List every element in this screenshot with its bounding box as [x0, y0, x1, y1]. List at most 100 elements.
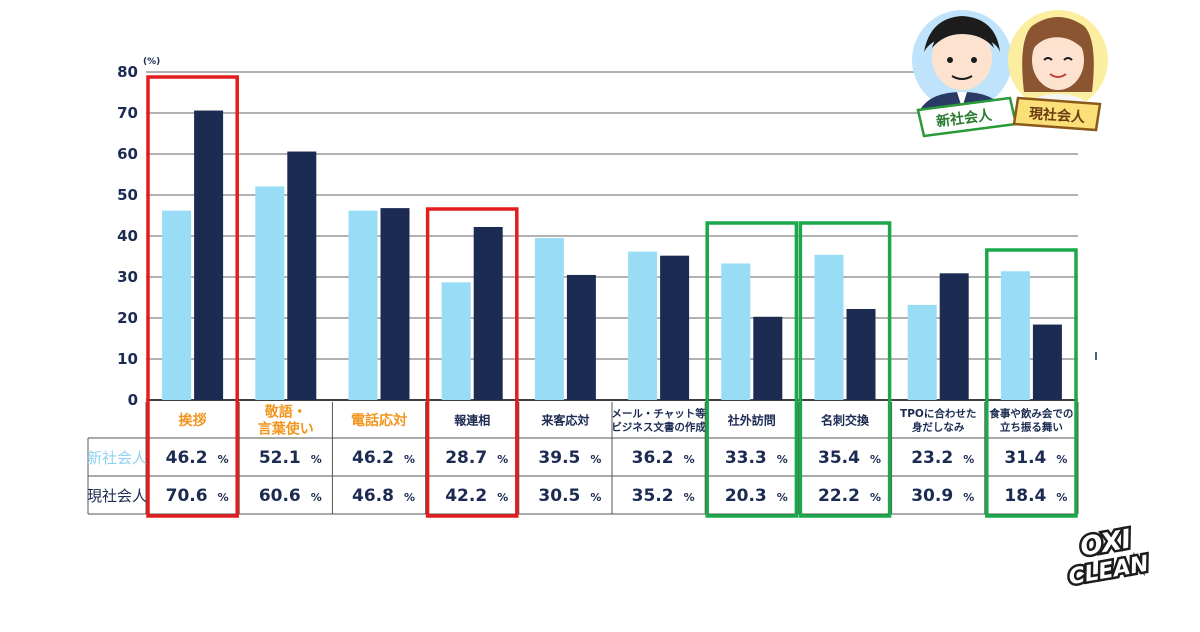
highlight-boxes	[146, 75, 1078, 518]
cell-current-worker: 46.8	[352, 486, 394, 506]
category-label: 名刺交換	[821, 412, 870, 427]
y-tick-label: 70	[117, 104, 138, 122]
cell-percent-sign: %	[497, 453, 508, 466]
bar-new-worker	[721, 263, 751, 400]
bars	[162, 110, 1062, 400]
cell-percent-sign: %	[590, 491, 601, 504]
cell-new-worker: 31.4	[1004, 448, 1046, 468]
category-label: メール・チャット等	[611, 407, 706, 420]
bar-new-worker	[441, 282, 471, 400]
cell-percent-sign: %	[684, 453, 695, 466]
cell-percent-sign: %	[497, 491, 508, 504]
y-tick-label: 10	[117, 350, 138, 368]
highlight-box-green	[985, 248, 1078, 518]
cell-current-worker: 70.6	[166, 486, 208, 506]
bar-current-worker	[380, 208, 410, 400]
y-axis: 0 10 20 30 40 50 60 70 80 (%)	[117, 57, 1097, 409]
category-label: 身だしなみ	[912, 421, 965, 434]
y-tick-label: 20	[117, 309, 138, 327]
cell-current-worker: 18.4	[1004, 486, 1046, 506]
row-label-new-worker: 新社会人	[87, 449, 147, 467]
cell-percent-sign: %	[218, 453, 229, 466]
cell-current-worker: 42.2	[445, 486, 487, 506]
cell-percent-sign: %	[311, 453, 322, 466]
cell-new-worker: 36.2	[632, 448, 674, 468]
logo-line2: CLEAN	[1067, 552, 1151, 591]
logo-line1: OXI	[1078, 524, 1134, 562]
bar-current-worker	[660, 255, 690, 400]
category-label: 食事や飲み会での	[988, 407, 1073, 420]
bar-new-worker	[628, 251, 658, 400]
bar-new-worker	[907, 304, 937, 400]
cell-percent-sign: %	[870, 453, 881, 466]
highlight-box-red	[425, 207, 519, 518]
character-badges: 新社会人 現社会人	[912, 10, 1108, 138]
cell-current-worker: 35.2	[632, 486, 674, 506]
cell-percent-sign: %	[870, 491, 881, 504]
current-worker-badge-label: 現社会人	[1028, 105, 1086, 126]
cell-new-worker: 46.2	[166, 448, 208, 468]
cell-percent-sign: %	[404, 453, 415, 466]
cell-new-worker: 52.1	[259, 448, 301, 468]
highlight-box-red	[146, 75, 239, 518]
cell-current-worker: 60.6	[259, 486, 301, 506]
y-tick-label: 80	[117, 63, 138, 81]
cell-percent-sign: %	[963, 491, 974, 504]
bar-new-worker	[162, 210, 192, 400]
new-worker-badge-label: 新社会人	[935, 107, 994, 131]
bar-new-worker	[348, 210, 378, 400]
cell-current-worker: 30.5	[538, 486, 580, 506]
y-tick-label: 50	[117, 186, 138, 204]
y-tick-label: 30	[117, 268, 138, 286]
y-unit-label: (%)	[143, 57, 160, 67]
cell-percent-sign: %	[777, 453, 788, 466]
category-label: 挨拶	[179, 412, 207, 429]
category-label: 敬語・	[264, 404, 307, 421]
new-worker-avatar	[912, 10, 1012, 110]
bar-current-worker	[473, 226, 503, 400]
cell-new-worker: 28.7	[445, 448, 487, 468]
cell-percent-sign: %	[218, 491, 229, 504]
highlight-box-green	[705, 221, 799, 518]
cell-new-worker: 23.2	[911, 448, 953, 468]
row-label-current-worker: 現社会人	[87, 487, 147, 505]
category-label: 言葉使い	[258, 421, 314, 438]
bar-current-worker	[194, 110, 224, 400]
cell-new-worker: 35.4	[818, 448, 860, 468]
bar-current-worker	[753, 316, 783, 400]
cell-new-worker: 33.3	[725, 448, 767, 468]
cell-current-worker: 30.9	[911, 486, 953, 506]
category-label: ビジネス文書の作成	[611, 421, 706, 434]
y-tick-label: 40	[117, 227, 138, 245]
cell-new-worker: 39.5	[538, 448, 580, 468]
cell-percent-sign: %	[404, 491, 415, 504]
cell-percent-sign: %	[684, 491, 695, 504]
current-worker-avatar	[1008, 10, 1108, 110]
cell-percent-sign: %	[777, 491, 788, 504]
cell-current-worker: 22.2	[818, 486, 860, 506]
bar-current-worker	[939, 273, 969, 400]
oxiclean-logo: OXI CLEAN	[1064, 522, 1153, 593]
bar-new-worker	[255, 186, 285, 400]
category-label: 電話応対	[351, 412, 407, 429]
bar-current-worker	[287, 151, 317, 400]
bar-current-worker	[1032, 324, 1062, 400]
highlight-box-green	[798, 221, 892, 518]
cell-percent-sign: %	[963, 453, 974, 466]
y-tick-label: 0	[128, 391, 138, 409]
bar-new-worker	[534, 238, 564, 400]
cell-percent-sign: %	[590, 453, 601, 466]
category-label: 来客応対	[540, 412, 589, 427]
category-label: 社外訪問	[727, 412, 776, 427]
cell-new-worker: 46.2	[352, 448, 394, 468]
category-label: 報連相	[454, 412, 490, 427]
bar-new-worker	[814, 254, 844, 400]
cell-percent-sign: %	[311, 491, 322, 504]
bar-current-worker	[566, 274, 596, 400]
bar-current-worker	[846, 308, 876, 400]
cell-percent-sign: %	[1056, 491, 1067, 504]
cell-percent-sign: %	[1056, 453, 1067, 466]
